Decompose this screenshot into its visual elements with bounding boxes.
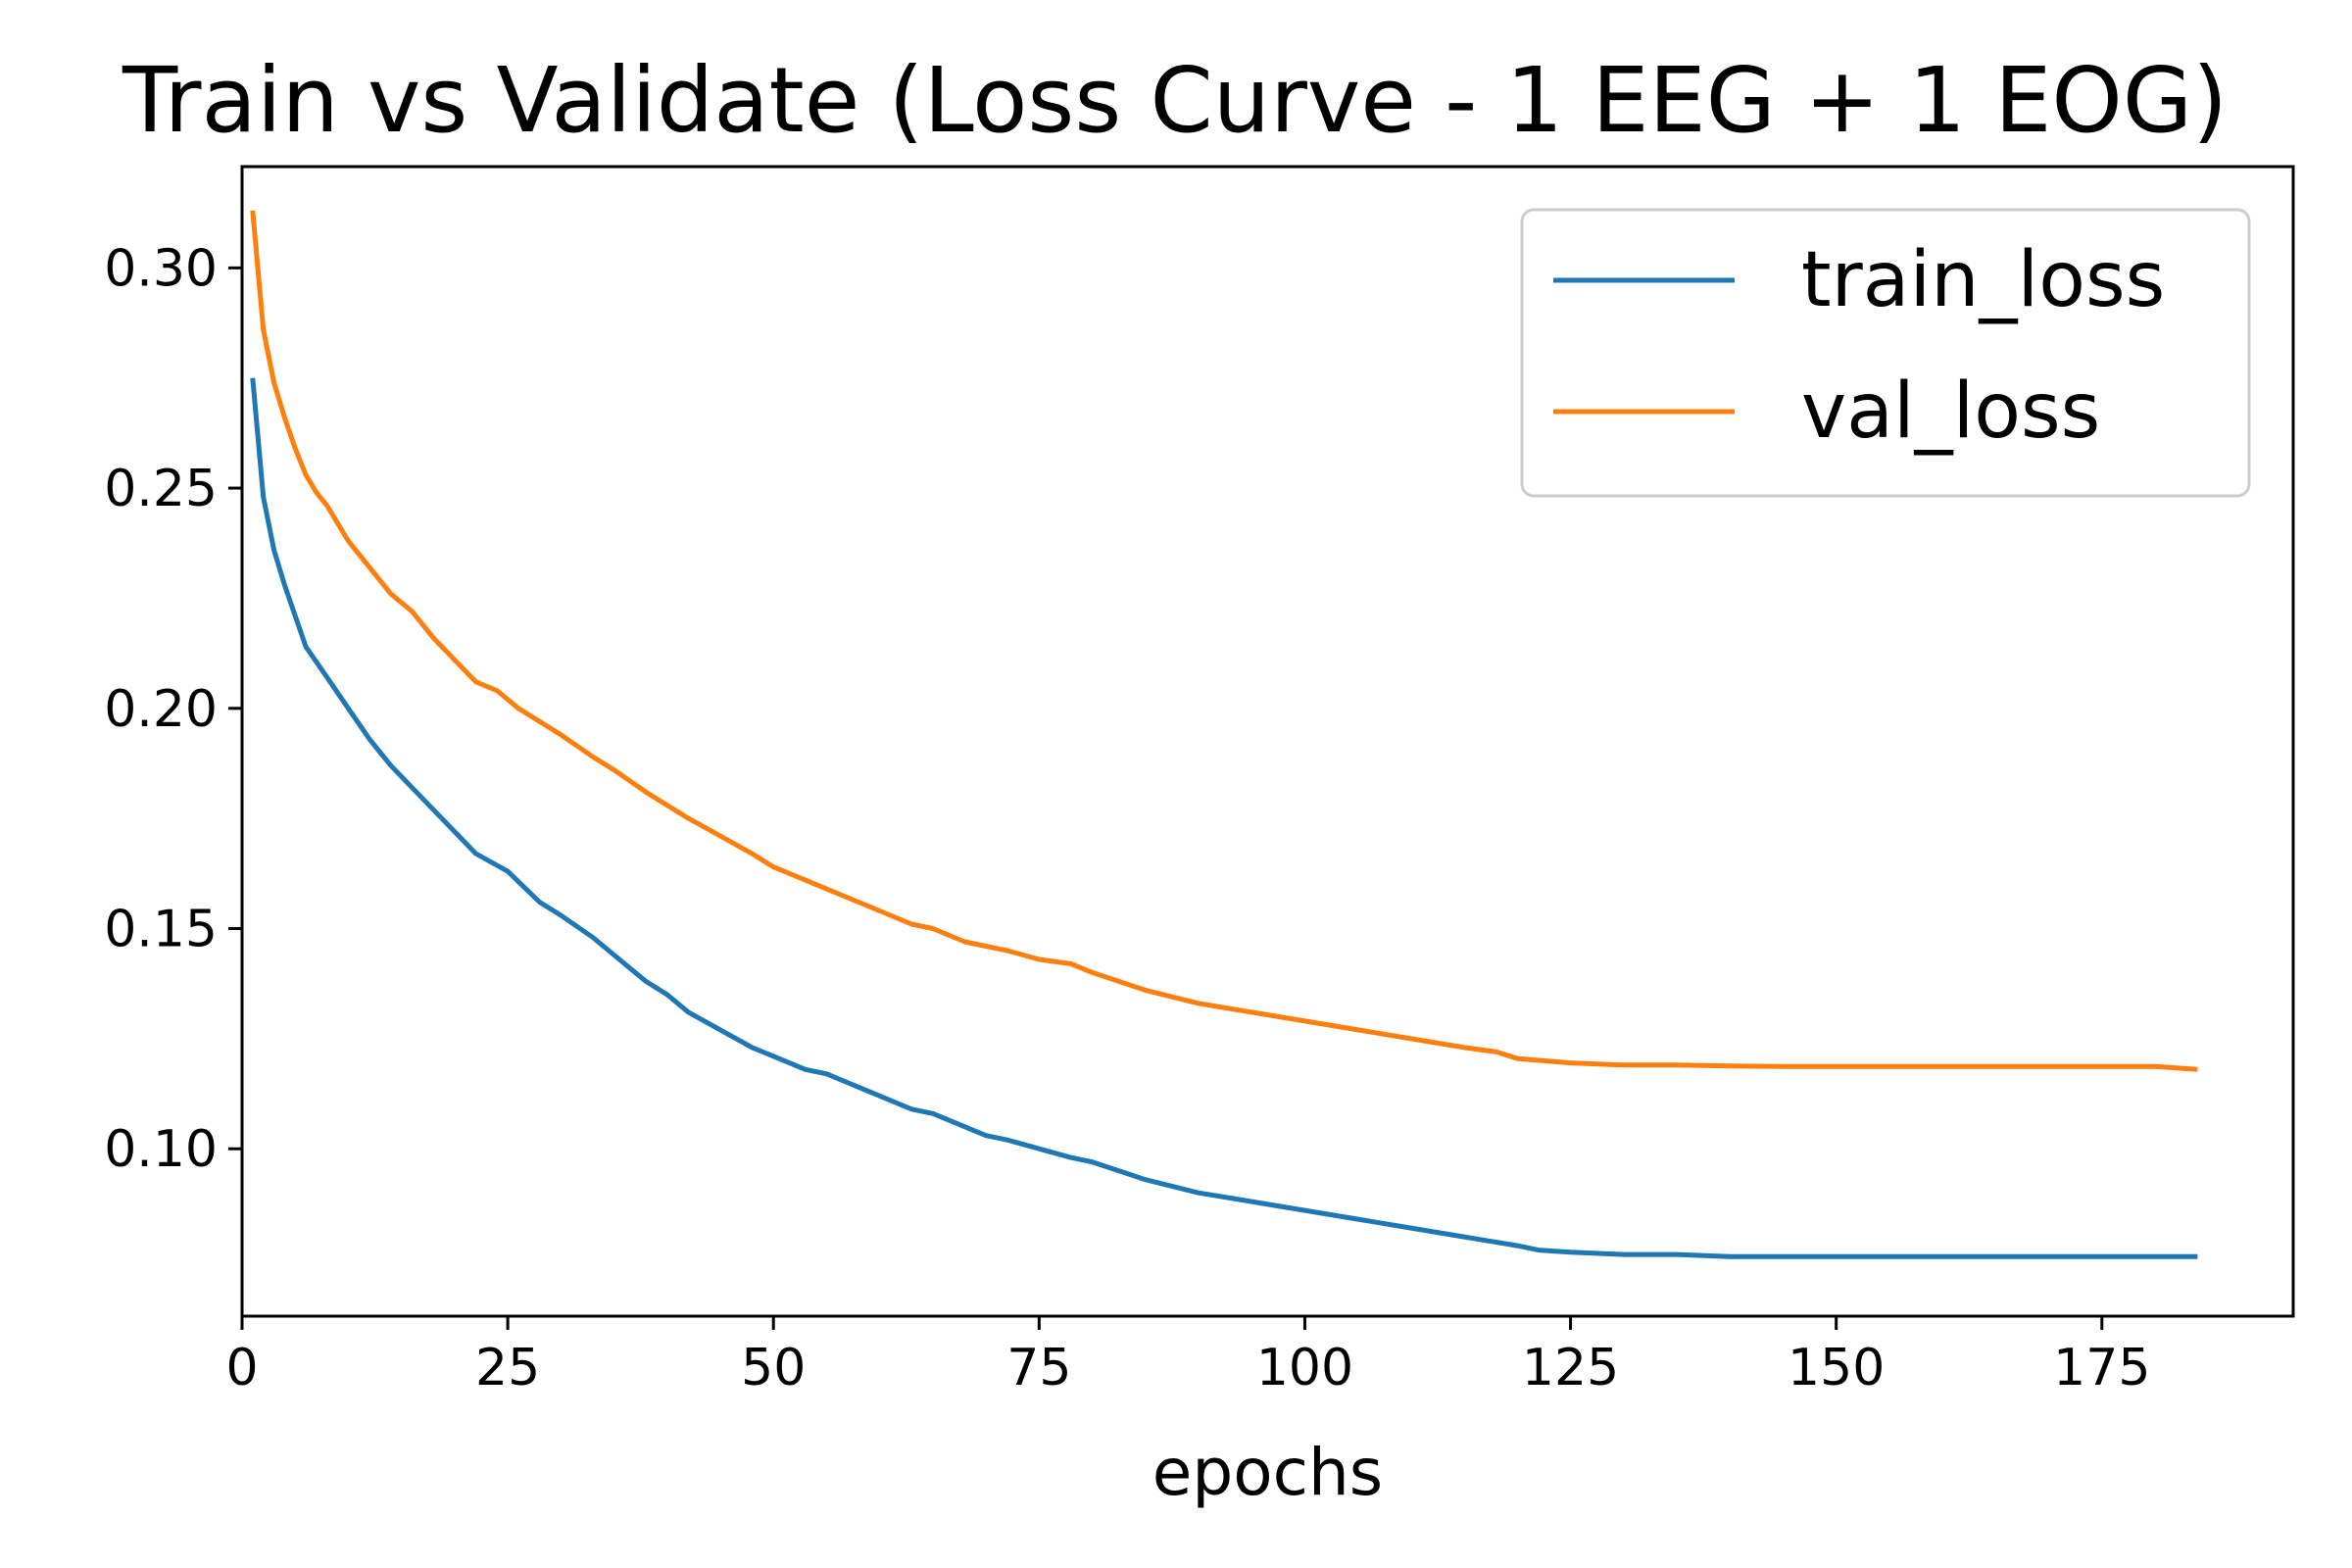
x-tick-label: 125 — [1522, 1339, 1619, 1397]
y-axis: 0.10 0.15 0.20 0.25 0.30 — [104, 239, 242, 1179]
series-line-val_loss — [250, 210, 2198, 1072]
x-tick-label: 175 — [2053, 1339, 2150, 1397]
legend-label-train_loss: train_loss — [1801, 236, 2165, 324]
y-tick-label: 0.10 — [104, 1120, 218, 1179]
y-tick-label: 0.30 — [104, 239, 218, 298]
plot-frame — [240, 165, 2295, 1318]
x-axis: 0 25 50 75 100 125 150 175 — [225, 1316, 2150, 1397]
x-tick-label: 50 — [741, 1339, 806, 1397]
x-axis-label: epochs — [1152, 1435, 1383, 1510]
series-line-train_loss — [250, 377, 2198, 1259]
x-tick-label: 100 — [1256, 1339, 1353, 1397]
legend-label-val_loss: val_loss — [1801, 368, 2100, 456]
legend: train_loss val_loss — [1520, 208, 2251, 498]
x-tick-label: 0 — [225, 1339, 258, 1397]
x-tick-label: 150 — [1788, 1339, 1885, 1397]
y-tick-label: 0.20 — [104, 680, 218, 739]
series-layer — [250, 210, 2198, 1259]
x-tick-label: 25 — [475, 1339, 540, 1397]
y-tick-label: 0.15 — [104, 901, 218, 959]
chart-title: Train vs Validate (Loss Curve - 1 EEG + … — [122, 48, 2228, 153]
y-tick-label: 0.25 — [104, 460, 218, 518]
x-tick-label: 75 — [1006, 1339, 1071, 1397]
